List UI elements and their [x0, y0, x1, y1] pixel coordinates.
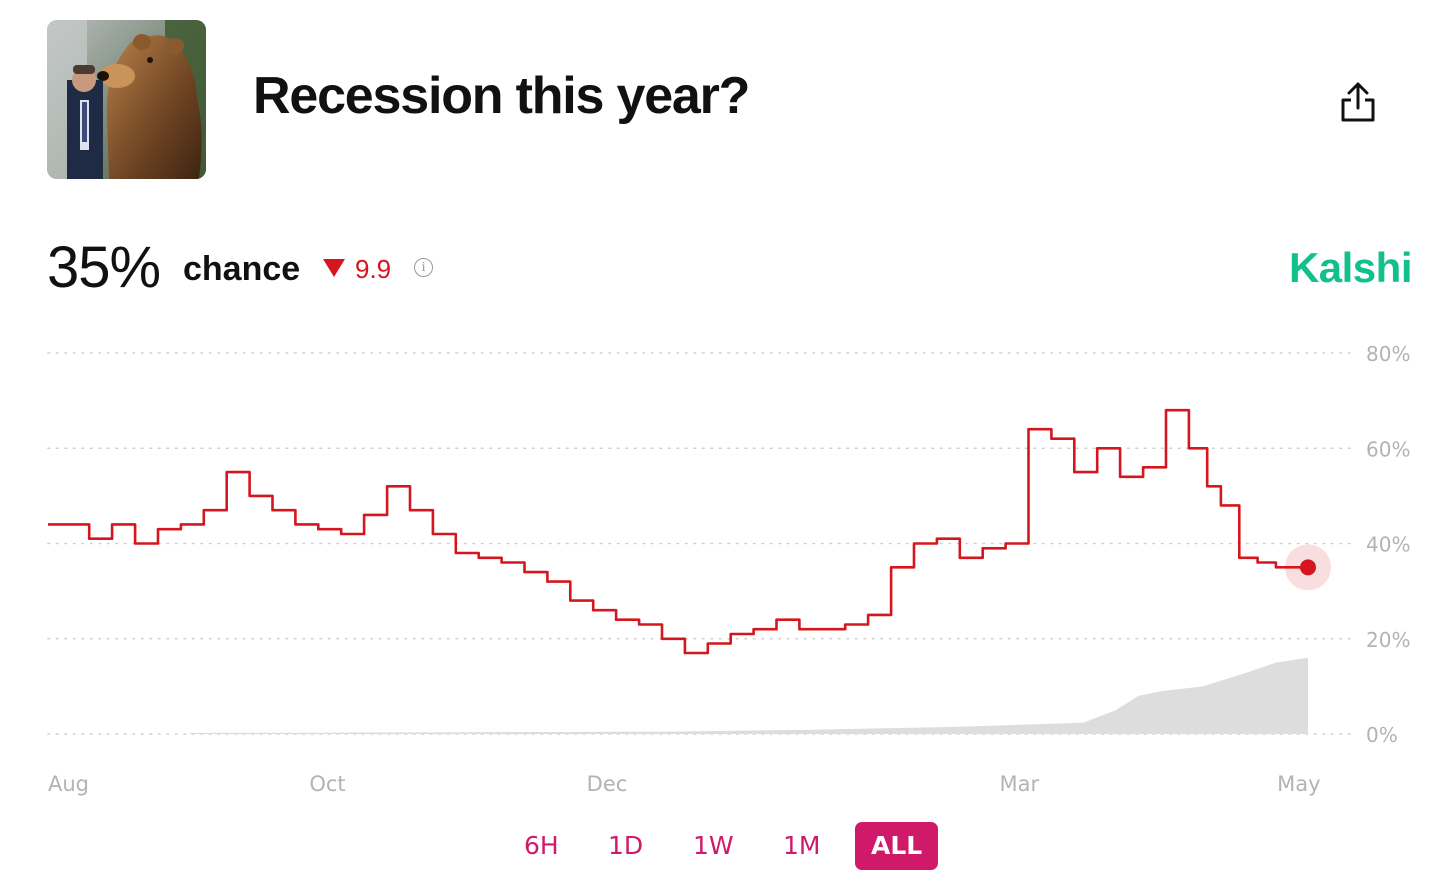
probability-chart: 0% 20% 40% 60% 80% Aug Oct Dec Mar May: [47, 342, 1410, 796]
share-icon: [1341, 82, 1375, 122]
price-line: [48, 408, 1308, 655]
probability-change: 9.9: [355, 254, 392, 284]
time-range-selector: 6H 1D 1W 1M ALL: [0, 822, 1456, 870]
chart-grid: [47, 352, 1357, 735]
y-tick-label: 40%: [1366, 533, 1410, 557]
market-title: Recession this year?: [253, 67, 750, 125]
chance-label: chance: [183, 250, 301, 288]
current-point-layer: [1285, 544, 1331, 591]
info-icon[interactable]: i: [414, 258, 433, 277]
x-tick-label: Aug: [48, 772, 89, 796]
range-1m-button[interactable]: 1M: [783, 831, 821, 860]
price-line-layer: [48, 408, 1308, 655]
volume-area: [190, 657, 1308, 734]
source-brand[interactable]: Kalshi: [1288, 244, 1413, 291]
x-tick-label: Mar: [1000, 772, 1040, 796]
current-point: [1300, 559, 1316, 576]
y-tick-label: 0%: [1366, 723, 1398, 747]
probability-value: 35%: [47, 235, 161, 300]
y-tick-label: 20%: [1366, 628, 1410, 652]
x-axis-labels: Aug Oct Dec Mar May: [48, 772, 1321, 796]
range-6h-button[interactable]: 6H: [524, 831, 559, 860]
range-1w-button[interactable]: 1W: [693, 831, 734, 860]
range-all-button[interactable]: ALL: [855, 822, 939, 870]
y-tick-label: 80%: [1366, 342, 1410, 366]
x-tick-label: Dec: [587, 772, 628, 796]
market-thumbnail: [47, 20, 206, 179]
x-tick-label: May: [1277, 772, 1320, 796]
y-tick-label: 60%: [1366, 437, 1410, 461]
x-tick-label: Oct: [309, 772, 345, 796]
y-axis-labels: 0% 20% 40% 60% 80%: [1366, 342, 1410, 747]
range-1d-button[interactable]: 1D: [608, 831, 644, 860]
down-triangle-icon: [323, 259, 345, 277]
volume-area-layer: [190, 657, 1308, 734]
share-button[interactable]: [1336, 78, 1380, 126]
probability-summary: 35% chance 9.9 i: [47, 234, 647, 304]
